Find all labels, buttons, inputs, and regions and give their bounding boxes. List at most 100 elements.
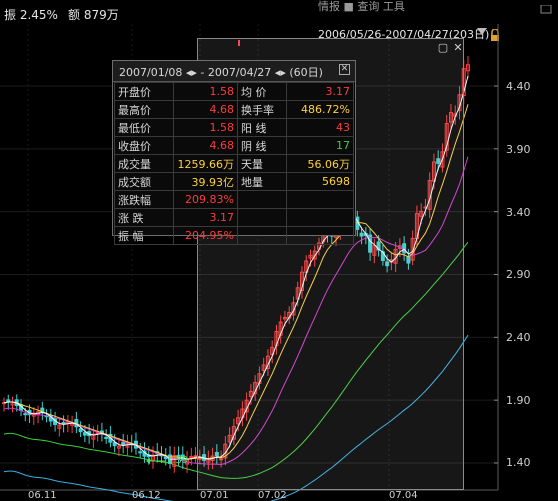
candle-body — [402, 243, 407, 254]
stat-label: 最高价 — [114, 100, 174, 119]
stat-value: 1.58 — [173, 82, 238, 101]
candle-body — [466, 64, 470, 72]
min-price-marker: 1.39 — [166, 455, 189, 466]
candle-body — [368, 234, 373, 253]
window-corner-icon[interactable] — [540, 0, 552, 14]
stat-value: 1.58 — [173, 118, 238, 137]
close-selection-icon[interactable]: ✕ — [453, 41, 463, 54]
stat-value — [286, 226, 354, 245]
stats-row: 成交额 39.93亿 地量 5698 — [114, 172, 354, 191]
stat-label — [237, 208, 287, 227]
range-dropdown-icon[interactable] — [477, 28, 487, 35]
interval-stats-panel: 2007/01/08 ◂▸ - 2007/04/27 ◂▸ (60日) ✕ 开盘… — [112, 60, 356, 245]
stats-row: 涨跌幅 209.83% — [114, 190, 354, 209]
stat-label: 均 价 — [237, 82, 287, 101]
ma20-line — [3, 156, 469, 466]
candle-body — [419, 210, 424, 217]
candle-body — [236, 417, 241, 425]
stat-value: 5698 — [286, 172, 354, 191]
stat-label: 天量 — [237, 154, 287, 173]
stats-row: 涨 跌 3.17 — [114, 208, 354, 227]
x-tick-label: 06.11 — [28, 490, 57, 501]
candle-body — [138, 451, 143, 454]
min-price-arrowhead — [146, 458, 150, 464]
y-tick-label: 1.40 — [506, 456, 531, 469]
stat-label — [237, 190, 287, 209]
candle-body — [261, 364, 266, 371]
candle-body — [150, 454, 155, 461]
ma60-path — [3, 241, 469, 479]
panel-title[interactable]: 2007/01/08 ◂▸ - 2007/04/27 ◂▸ (60日) — [119, 66, 323, 79]
stats-row: 振 幅 204.95% — [114, 226, 354, 245]
candle-body — [214, 451, 219, 457]
y-tick-label: 2.40 — [506, 331, 531, 344]
stat-value — [286, 208, 354, 227]
stats-row: 成交量 1259.66万 天量 56.06万 — [114, 154, 354, 173]
stat-label: 涨跌幅 — [114, 190, 174, 209]
candle-body — [282, 316, 287, 320]
candle-body — [23, 413, 28, 416]
stat-label: 振 幅 — [114, 226, 174, 245]
candle-body — [431, 161, 436, 182]
panel-close-icon[interactable]: ✕ — [339, 64, 350, 75]
stats-table: 开盘价 1.58 均 价 3.17 最高价 4.68 换手率 486.72% 最低价 1.58 阳 … — [114, 82, 354, 245]
candle-body — [227, 434, 232, 443]
amplitude-readout: 振 2.45% — [4, 8, 58, 22]
stat-label: 最低价 — [114, 118, 174, 137]
top-menu[interactable]: 情报 ■ 查询 工具 — [318, 0, 405, 13]
candle-body — [189, 455, 194, 458]
amount-readout: 额 879万 — [68, 8, 119, 22]
y-tick-label: 1.90 — [506, 394, 531, 407]
candle-body — [61, 421, 66, 425]
stat-label: 换手率 — [237, 100, 287, 119]
ma120-path — [3, 334, 469, 501]
candle-body — [295, 287, 300, 300]
x-tick-label: 07.01 — [200, 490, 229, 501]
candle-body — [57, 424, 62, 429]
ma10-path — [3, 104, 469, 460]
candle-body — [278, 321, 283, 336]
panel-header: 2007/01/08 ◂▸ - 2007/04/27 ◂▸ (60日) ✕ — [113, 61, 355, 82]
stat-label: 地量 — [237, 172, 287, 191]
candle-body — [197, 457, 202, 460]
ma60-line — [3, 241, 469, 479]
ma10-line — [3, 104, 469, 460]
stat-label: 涨 跌 — [114, 208, 174, 227]
candle-body — [410, 237, 415, 261]
candle-body — [312, 250, 317, 260]
stat-value: 204.95% — [173, 226, 238, 245]
candle-body — [219, 458, 224, 461]
stat-label: 成交额 — [114, 172, 174, 191]
top-info-bar: 情报 ■ 查询 工具 振 2.45% 额 879万 — [0, 0, 558, 24]
stat-label: 阴 线 — [237, 136, 287, 155]
y-tick-label: 2.90 — [506, 268, 531, 281]
candle-body — [376, 241, 381, 251]
stat-label — [237, 226, 287, 245]
candle-body — [82, 432, 87, 436]
stat-value: 56.06万 — [286, 154, 354, 173]
high-marker — [238, 40, 240, 46]
x-tick-label: 06.12 — [132, 490, 161, 501]
maximize-icon[interactable]: ▢ — [437, 41, 449, 54]
y-tick-label: 3.90 — [506, 143, 531, 156]
stats-row: 开盘价 1.58 均 价 3.17 — [114, 82, 354, 101]
ma20-path — [3, 156, 469, 466]
candle-body — [104, 436, 109, 439]
stat-value: 486.72% — [286, 100, 354, 119]
candle-body — [436, 158, 441, 164]
stat-value: 17 — [286, 136, 354, 155]
stats-row: 收盘价 4.68 阴 线 17 — [114, 136, 354, 155]
y-tick-label: 3.40 — [506, 206, 531, 219]
stat-value: 4.68 — [173, 100, 238, 119]
ma5-line — [3, 75, 469, 460]
candle-body — [444, 123, 449, 151]
candlesticks — [2, 40, 470, 473]
candle-body — [308, 254, 313, 259]
stats-row: 最低价 1.58 阳 线 43 — [114, 118, 354, 137]
candle-body — [91, 433, 96, 440]
candle-body — [291, 302, 296, 316]
stat-label: 开盘价 — [114, 82, 174, 101]
candle-body — [172, 454, 177, 467]
candle-body — [248, 390, 253, 397]
